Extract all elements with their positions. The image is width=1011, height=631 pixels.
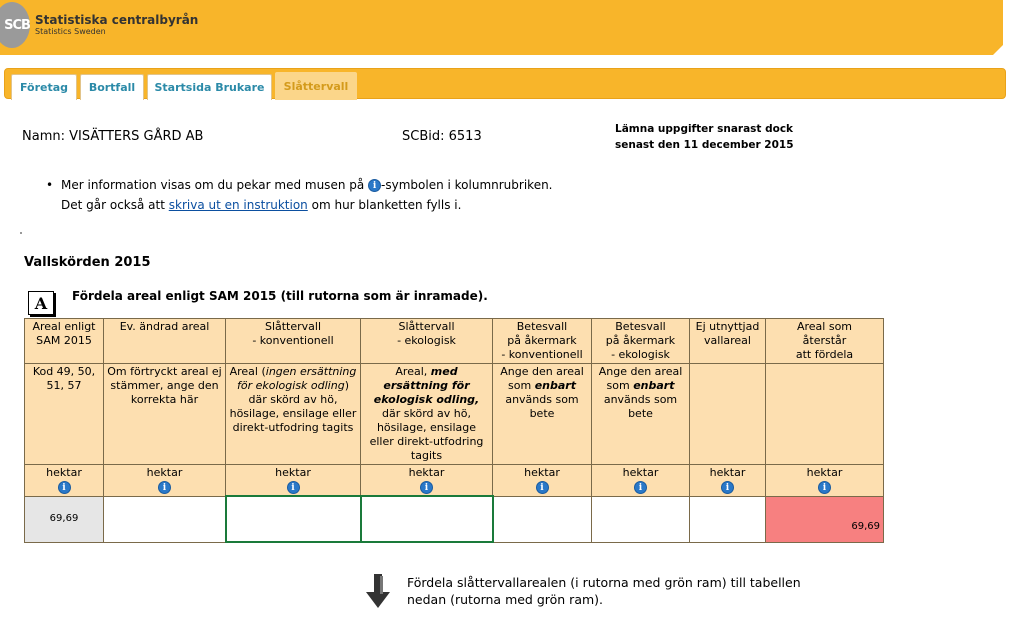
unit-cell: hektar i (492, 464, 592, 497)
section-letter-box: A (28, 291, 54, 315)
info-icon: i (368, 179, 382, 192)
desc-bete-konv: Ange den areal som enbart används som be… (492, 363, 592, 465)
unit-cell: hektar i (591, 464, 690, 497)
instruction-link[interactable]: skriva ut en instruktion (168, 198, 308, 212)
unit-cell: hektar i (103, 464, 226, 497)
tab-startsida-brukare[interactable]: Startsida Brukare (147, 74, 272, 100)
slatt-eko-input[interactable] (359, 495, 494, 543)
unused-area-input[interactable] (689, 495, 766, 543)
bullet-icon: • (46, 178, 54, 192)
col-header-bete-konv: Betesvall på åkermark - konventionell (492, 318, 592, 364)
section-instruction: Fördela areal enligt SAM 2015 (till ruto… (72, 289, 488, 303)
arrow-down-icon (366, 574, 390, 608)
tab-foretag[interactable]: Företag (11, 74, 77, 100)
bete-konv-input[interactable] (492, 495, 592, 543)
desc-slatt-konv: Areal (ingen ersättning för ekologisk od… (225, 363, 361, 465)
help-line-1: Mer information visas om du pekar med mu… (61, 178, 553, 192)
desc-unused (689, 363, 766, 465)
bete-eko-input[interactable] (591, 495, 690, 543)
changed-area-input[interactable] (103, 495, 226, 543)
allocation-table: Areal enligt SAM 2015 Ev. ändrad areal Sl… (24, 318, 884, 543)
desc-bete-eko: Ange den areal som enbart används som be… (591, 363, 690, 465)
info-icon[interactable]: i (634, 481, 647, 494)
info-icon[interactable]: i (420, 481, 433, 494)
section-title: Vallskörden 2015 (24, 255, 151, 270)
sam-area-value: 69,69 (24, 495, 104, 543)
unit-cell: hektar i (225, 464, 361, 497)
desc-sam: Kod 49, 50, 51, 57 (24, 363, 104, 465)
tab-slattervall[interactable]: Slåttervall (275, 72, 357, 100)
unit-cell: hektar i (689, 464, 766, 497)
info-icon[interactable]: i (57, 481, 71, 494)
header-bar: SCB Statistiska centralbyrån Statistics … (0, 0, 1003, 55)
desc-changed: Om förtryckt areal ej stämmer, ange den … (103, 363, 226, 465)
scb-id: SCBid: 6513 (402, 129, 482, 144)
slatt-konv-input[interactable] (224, 495, 362, 543)
info-icon[interactable]: i (721, 481, 734, 494)
info-icon[interactable]: i (818, 481, 831, 494)
unit-cell: hektar i (24, 464, 104, 497)
brand-subtitle: Statistics Sweden (35, 27, 106, 36)
unit-cell: hektar i (360, 464, 493, 497)
col-header-sam: Areal enligt SAM 2015 (24, 318, 104, 364)
col-header-changed: Ev. ändrad areal (103, 318, 226, 364)
col-header-remaining: Areal som återstår att fördela (765, 318, 884, 364)
col-header-slatt-konv: Slåttervall - konventionell (225, 318, 361, 364)
desc-slatt-eko: Areal, med ersättning för ekologisk odli… (360, 363, 493, 465)
col-header-unused: Ej utnyttjad vallareal (689, 318, 766, 364)
company-name: Namn: VISÄTTERS GÅRD AB (22, 129, 204, 144)
help-line-2: Det går också att skriva ut en instrukti… (61, 198, 462, 212)
desc-remaining (765, 363, 884, 465)
scb-logo: SCB (0, 2, 31, 48)
stray-dot (20, 232, 22, 234)
tab-bar: Företag Bortfall Startsida Brukare Slått… (4, 68, 1006, 100)
remaining-area-value: 69,69 (765, 495, 884, 543)
bottom-instruction: Fördela slåttervallarealen (i rutorna me… (407, 575, 801, 607)
col-header-bete-eko: Betesvall på åkermark - ekologisk (591, 318, 690, 364)
deadline-notice: Lämna uppgifter snarast dock senast den … (615, 123, 794, 151)
info-icon[interactable]: i (158, 481, 171, 494)
tab-bortfall[interactable]: Bortfall (80, 74, 144, 100)
col-header-slatt-eko: Slåttervall - ekologisk (360, 318, 493, 364)
info-icon[interactable]: i (535, 481, 549, 494)
brand-name: Statistiska centralbyrån (35, 13, 199, 27)
unit-cell: hektar i (765, 464, 884, 497)
info-icon[interactable]: i (286, 481, 300, 494)
